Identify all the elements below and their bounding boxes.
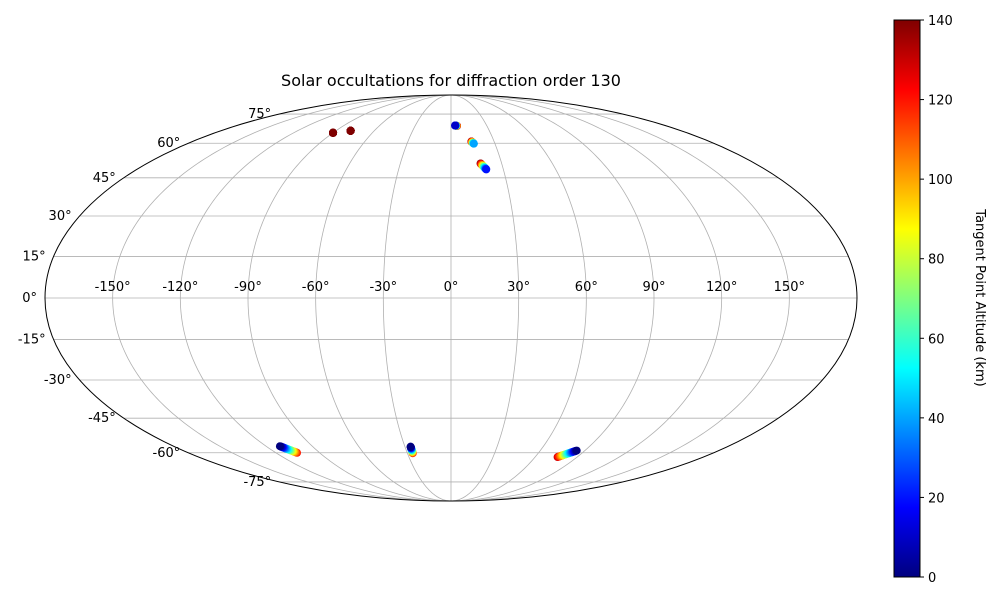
latitude-tick-label: 30° [49,209,72,224]
latitude-tick-label: -15° [18,333,46,348]
latitude-tick-labels: -75° -60° -45° -30° -15° 0° 15° 30° 45° 60° 75° [18,107,271,490]
longitude-tick-labels: -150° -120° -90° -60° -30° 0° 30° 60° 90° 120° 150… [95,280,805,295]
latitude-tick-label: 0° [22,291,37,306]
occultation-point [469,139,478,148]
colorbar-label: Tangent Point Altitude (km) [972,208,987,386]
longitude-tick-label: -90° [234,280,262,295]
occultation-point [451,121,460,130]
longitude-tick-label: 150° [774,280,805,295]
latitude-tick-label: 45° [93,171,116,186]
longitude-tick-label: 30° [507,280,530,295]
occultation-point [406,442,415,451]
longitude-tick-label: -60° [302,280,330,295]
occultation-point [275,442,284,451]
longitude-tick-label: -150° [95,280,131,295]
latitude-tick-label: -60° [153,446,181,461]
occultation-point [482,165,491,174]
latitude-tick-label: -75° [243,475,271,490]
longitude-tick-label: 0° [444,280,459,295]
longitude-tick-label: -30° [369,280,397,295]
colorbar-tick-label: 80 [928,253,945,268]
colorbar [893,19,921,578]
latitude-tick-label: 60° [157,136,180,151]
colorbar-tick-label: 120 [928,94,953,109]
longitude-tick-label: 60° [575,280,598,295]
colorbar-tick-label: 20 [928,491,945,506]
colorbar-tick-label: 140 [928,14,953,29]
latitude-tick-label: -45° [88,411,116,426]
latitude-tick-label: 15° [23,249,46,264]
occultation-points [275,121,581,462]
colorbar-tick-label: 100 [928,173,953,188]
longitude-tick-label: 120° [706,280,737,295]
occultation-point [572,446,581,455]
colorbar-ticks: 0 20 40 60 80 100 120 140 [920,14,953,586]
map-gridlines [45,95,857,501]
longitude-tick-label: -120° [162,280,198,295]
latitude-tick-label: -30° [44,373,72,388]
occultation-point [346,126,355,135]
colorbar-tick-label: 40 [928,412,945,427]
map-boundary [44,94,858,502]
chart-title: Solar occultations for diffraction order… [281,71,621,90]
occultation-point [329,128,338,137]
colorbar-tick-label: 0 [928,571,936,586]
longitude-tick-label: 90° [642,280,665,295]
latitude-tick-label: 75° [248,107,271,122]
colorbar-tick-label: 60 [928,332,945,347]
